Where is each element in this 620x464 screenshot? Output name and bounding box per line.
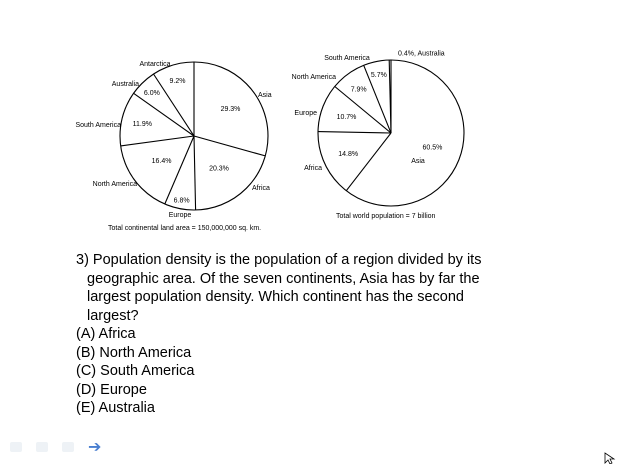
slice-label-europe: Europe	[169, 212, 192, 219]
slice-percent-australia: 0.4%, Australia	[398, 51, 445, 58]
option-b[interactable]: (B) North America	[76, 344, 192, 361]
slice-percent-antarctica: 9.2%	[170, 78, 186, 85]
slice-percent-asia: 60.5%	[422, 145, 442, 152]
answer-options: (A) Africa (B) North America (C) South A…	[76, 325, 516, 418]
slice-label-europe: Europe	[294, 110, 317, 117]
option-e[interactable]: (E) Australia	[76, 400, 155, 416]
presentation-controls: ➔	[6, 438, 116, 458]
slice-boundary-africa	[345, 132, 392, 192]
slice-boundary-antarctica	[153, 73, 195, 137]
slice-percent-north-america: 16.4%	[152, 158, 172, 165]
menu-icon[interactable]	[62, 442, 74, 452]
slice-boundary-australia	[388, 59, 392, 134]
slice-label-north-america: North America	[93, 181, 137, 188]
slice-percent-europe: 6.8%	[174, 197, 190, 204]
slice-boundary-europe	[317, 131, 392, 134]
slice-percent-europe: 10.7%	[337, 114, 357, 121]
option-d[interactable]: (D) Europe	[76, 381, 147, 398]
slice-boundary-north-america	[334, 86, 392, 134]
slice-percent-australia: 6.0%	[144, 90, 160, 97]
question-block: 3) Population density is the population …	[76, 251, 516, 418]
slice-percent-south-america: 5.7%	[371, 72, 387, 79]
question-stem: 3) Population density is the population …	[76, 252, 482, 324]
slice-boundary-south-america	[363, 65, 392, 134]
pen-icon[interactable]	[36, 442, 48, 452]
mouse-cursor-icon	[604, 452, 616, 464]
option-a[interactable]: (A) Africa	[76, 326, 136, 342]
slice-label-asia: Asia	[411, 158, 425, 165]
population-caption: Total world population = 7 billion	[336, 213, 436, 220]
slice-label-australia: Australia	[112, 81, 139, 88]
slice-boundary-africa	[193, 135, 266, 157]
slice-label-south-america: South America	[75, 122, 121, 129]
population-pie-chart: 60.5% Asia 14.8% Africa 10.7% Europe 7.9% North…	[292, 51, 465, 207]
slice-boundary-europe	[193, 135, 197, 211]
slice-label-africa: Africa	[252, 185, 270, 192]
slice-boundary-australia	[133, 92, 195, 137]
land-area-pie-chart: 29.3% Asia 20.3% Africa 6.8% Europe 16.4% North…	[75, 61, 271, 219]
land-area-caption: Total continental land area = 150,000,00…	[108, 225, 261, 232]
slice-boundary-north-america	[164, 135, 195, 205]
slice-percent-africa: 14.8%	[338, 151, 358, 158]
slice-label-africa: Africa	[304, 165, 322, 172]
slice-label-antarctica: Antarctica	[139, 61, 170, 68]
slice-label-asia: Asia	[258, 92, 272, 99]
right-arrow-icon[interactable]: ➔	[88, 439, 102, 456]
slice-label-south-america: South America	[324, 55, 370, 62]
pie-charts: 29.3% Asia 20.3% Africa 6.8% Europe 16.4% North…	[75, 51, 465, 232]
slice-percent-africa: 20.3%	[209, 166, 229, 173]
slice-label-north-america: North America	[292, 74, 336, 81]
slice-percent-asia: 29.3%	[221, 106, 241, 113]
slice-percent-north-america: 7.9%	[351, 86, 367, 93]
slice-boundary-south-america	[120, 135, 195, 147]
slice-percent-south-america: 11.9%	[133, 121, 152, 128]
previous-slide-icon[interactable]	[10, 442, 22, 452]
option-c[interactable]: (C) South America	[76, 363, 195, 379]
